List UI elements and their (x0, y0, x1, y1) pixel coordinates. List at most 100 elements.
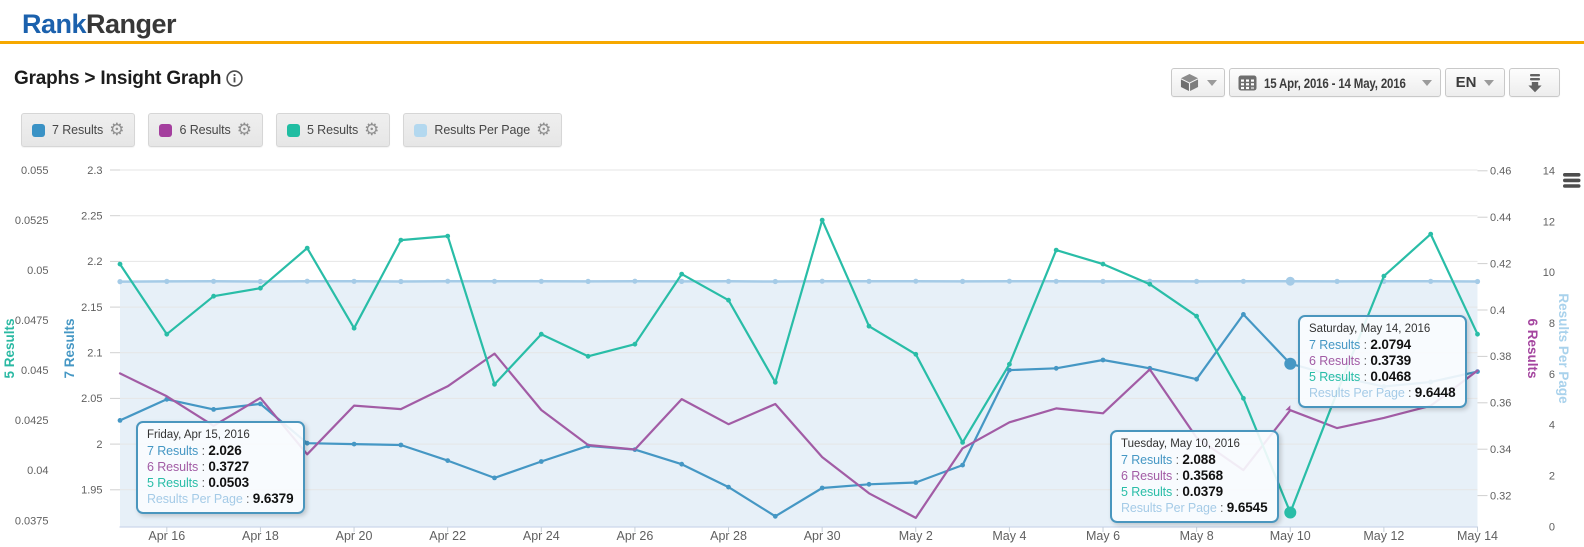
marker-results-per-page (772, 278, 778, 285)
marker-results-per-page (304, 278, 310, 284)
y-axis-title-rpp: Results Per Page (1556, 293, 1571, 404)
caret-down-icon (1422, 79, 1433, 86)
tooltip-row: 5 Results : 0.0503 (147, 475, 294, 491)
marker-5-results (1241, 395, 1246, 401)
y-axis-label-rpp: 10 (1543, 267, 1555, 279)
tooltip-value: 2.026 (208, 443, 242, 458)
x-axis-label: Apr 30 (804, 529, 841, 543)
tooltip-separator: : (198, 460, 209, 474)
tooltip-row: 7 Results : 2.0794 (1309, 337, 1456, 353)
y-axis-title-r6: 6 Results (1525, 318, 1540, 378)
tooltip-row: 5 Results : 0.0379 (1121, 484, 1268, 500)
marker-5-results (913, 351, 919, 357)
marker-5-results (960, 440, 965, 445)
x-axis-label: May 12 (1363, 529, 1404, 543)
tooltip-series-label: Results Per Page (147, 492, 243, 506)
tooltip-series-label: 6 Results (1309, 354, 1361, 368)
logo-rank: Rank (22, 9, 87, 39)
tooltip-separator: : (1172, 469, 1183, 483)
tooltip-series-label: Results Per Page (1309, 386, 1405, 400)
marker-5-results (679, 271, 685, 277)
marker-5-results (1284, 506, 1297, 519)
tooltip-series-label: 7 Results (1121, 453, 1173, 467)
date-range-button[interactable]: 15 Apr, 2016 - 14 May, 2016 (1229, 68, 1441, 97)
modules-dropdown-button[interactable] (1171, 68, 1225, 97)
marker-results-per-page (1100, 278, 1106, 284)
y-axis-label-r7: 2 (96, 439, 102, 451)
legend-item-5-results[interactable]: 5 Results (275, 113, 391, 147)
y-axis-label-rpp: 6 (1549, 369, 1555, 381)
marker-results-per-page (1194, 278, 1200, 284)
tooltip-row: 6 Results : 0.3568 (1121, 468, 1268, 484)
marker-results-per-page (1428, 278, 1434, 284)
series-legend: 7 Results 6 Results 5 Results Results Pe… (21, 113, 563, 147)
tooltip-date: Tuesday, May 10, 2016 (1121, 438, 1240, 450)
marker-results-per-page (679, 278, 685, 284)
hamburger-icon[interactable] (1563, 173, 1581, 188)
y-axis-label-rpp: 14 (1543, 166, 1555, 178)
y-axis-label-r5: 0.04 (27, 465, 48, 477)
marker-7-results (1053, 365, 1059, 371)
marker-results-per-page (913, 278, 919, 284)
marker-results-per-page (632, 278, 638, 284)
logo-ranger: Ranger (86, 9, 177, 39)
series-color-swatch (286, 123, 300, 137)
marker-results-per-page (445, 278, 451, 284)
legend-item-results-per-page[interactable]: Results Per Page (403, 113, 563, 147)
marker-5-results (258, 285, 263, 291)
tooltip-value: 0.0379 (1182, 484, 1224, 499)
x-axis-label: Apr 26 (616, 529, 653, 543)
info-icon[interactable] (226, 70, 243, 87)
x-axis-label: May 10 (1270, 529, 1311, 543)
y-axis-label-r6: 0.42 (1490, 258, 1511, 270)
series-line-5-results (118, 219, 1479, 514)
rankranger-logo[interactable]: RankRanger (22, 9, 177, 40)
marker-5-results (1147, 281, 1153, 287)
marker-7-results (445, 458, 451, 463)
series-line-7-results (118, 313, 1479, 518)
top-header-bar: RankRanger (0, 0, 1584, 44)
marker-results-per-page (164, 278, 170, 284)
tooltip-separator: : (1172, 453, 1183, 467)
tooltip-value: 0.3568 (1182, 468, 1224, 483)
y-axis-title-r5: 5 Results (2, 318, 17, 378)
marker-7-results (679, 461, 685, 467)
marker-7-results (726, 484, 731, 490)
y-axis-label-r7: 2.2 (87, 256, 102, 268)
chart-tooltip-0: Friday, Apr 15, 2016 7 Results : 2.026 6 R… (136, 421, 305, 514)
marker-5-results (726, 297, 731, 303)
marker-5-results (1194, 313, 1199, 319)
marker-7-results (1284, 357, 1297, 370)
marker-7-results (913, 480, 919, 485)
marker-6-results (1285, 405, 1291, 411)
y-axis-label-r5: 0.0375 (15, 515, 49, 527)
marker-results-per-page (211, 278, 217, 284)
x-axis-label: Apr 16 (148, 529, 185, 543)
tooltip-value: 0.3739 (1370, 353, 1412, 368)
y-axis-label-rpp: 0 (1549, 521, 1555, 533)
language-dropdown-button[interactable]: EN (1445, 68, 1505, 97)
legend-item-7-results[interactable]: 7 Results (21, 113, 136, 147)
legend-label: 6 Results (179, 123, 231, 137)
y-axis-label-r6: 0.46 (1490, 166, 1511, 178)
marker-5-results (164, 331, 170, 337)
tooltip-separator: : (198, 444, 209, 458)
marker-5-results (351, 325, 357, 331)
marker-5-results (445, 233, 451, 239)
caret-down-icon (1484, 79, 1495, 86)
marker-results-per-page (1240, 278, 1246, 284)
x-axis-label: May 8 (1180, 529, 1214, 543)
marker-results-per-page (1474, 278, 1481, 285)
marker-results-per-page (1006, 278, 1013, 284)
y-axis-label-r5: 0.05 (27, 265, 48, 277)
download-button[interactable] (1509, 68, 1560, 97)
tooltip-value: 0.0503 (208, 475, 250, 490)
marker-results-per-page (866, 278, 872, 284)
marker-7-results (866, 481, 872, 487)
download-icon (1527, 73, 1542, 92)
marker-5-results (304, 245, 310, 251)
tooltip-separator: : (242, 492, 253, 506)
x-axis-label: Apr 20 (336, 529, 373, 543)
legend-item-6-results[interactable]: 6 Results (148, 113, 263, 147)
